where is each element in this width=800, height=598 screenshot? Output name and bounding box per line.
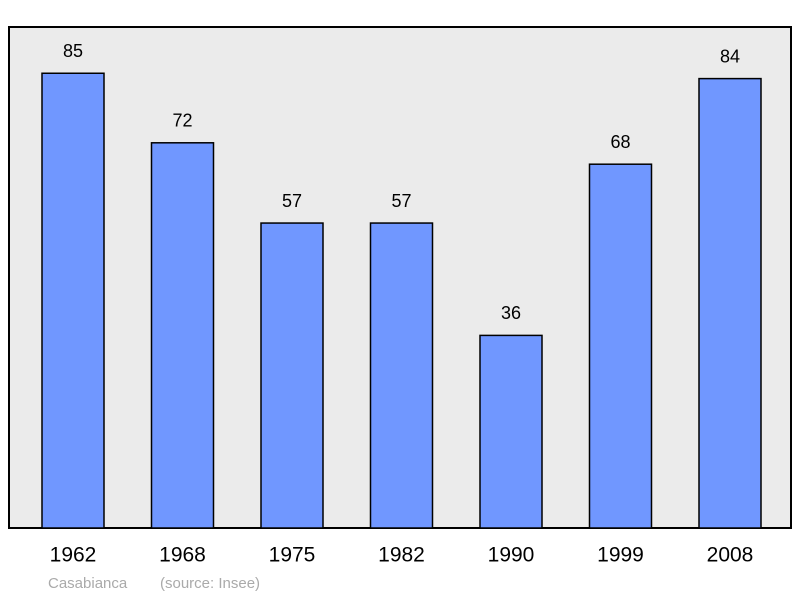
bar xyxy=(369,222,434,529)
bar xyxy=(698,77,762,529)
value-label: 36 xyxy=(501,303,521,323)
source: (source: Insee) xyxy=(160,575,260,592)
bar xyxy=(41,72,105,529)
value-label: 57 xyxy=(391,191,411,211)
x-tick-label: 1968 xyxy=(159,544,206,567)
x-tick-label: 1990 xyxy=(488,544,535,567)
x-tick-label: 1975 xyxy=(269,544,316,567)
value-label: 85 xyxy=(63,41,83,61)
value-label: 57 xyxy=(282,191,302,211)
value-label: 84 xyxy=(720,46,740,66)
caption: Casabianca xyxy=(48,575,128,592)
x-tick-label: 1999 xyxy=(597,544,644,567)
x-tick-label: 1982 xyxy=(378,544,425,567)
x-tick-label: 2008 xyxy=(707,544,754,567)
bar xyxy=(260,222,324,529)
value-label: 72 xyxy=(172,111,192,131)
bar xyxy=(150,142,215,529)
x-tick-label: 1962 xyxy=(50,544,97,567)
bar xyxy=(588,163,653,529)
value-label: 68 xyxy=(610,132,630,152)
bar xyxy=(479,334,543,529)
